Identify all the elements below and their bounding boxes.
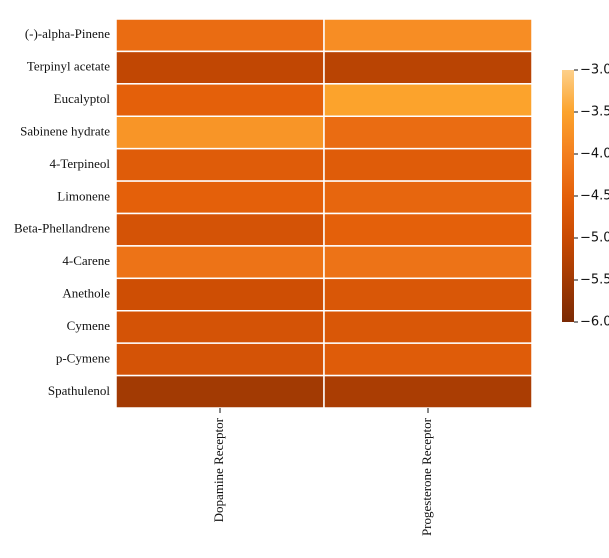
heatmap-cell <box>115 83 325 118</box>
row-label: Cymene <box>67 318 111 333</box>
row-label: p-Cymene <box>56 350 110 365</box>
colorbar-tick-label: −3.0 <box>580 63 609 78</box>
heatmap-cell <box>115 212 325 247</box>
heatmap-cell <box>323 83 533 118</box>
heatmap-cell <box>115 342 325 377</box>
colorbar-tick-label: −4.5 <box>580 189 609 204</box>
heatmap-cell <box>115 277 325 312</box>
heatmap-cell <box>115 18 325 53</box>
heatmap-cell <box>115 115 325 150</box>
row-label: (-)-alpha-Pinene <box>25 26 110 41</box>
row-label: Limonene <box>57 188 110 203</box>
colorbar-tick-label: −5.0 <box>580 231 609 246</box>
heatmap-cell <box>323 277 533 312</box>
heatmap-cell <box>323 50 533 85</box>
heatmap-cell <box>323 18 533 53</box>
heatmap-cell <box>323 310 533 344</box>
column-label: Dopamine Receptor <box>211 417 226 522</box>
row-label: Eucalyptol <box>54 91 111 106</box>
heatmap-cell <box>323 115 533 150</box>
colorbar-tick-label: −5.5 <box>580 273 609 288</box>
row-label: 4-Carene <box>62 253 110 268</box>
heatmap-cell <box>323 212 533 247</box>
row-label: Spathulenol <box>48 383 110 398</box>
colorbar <box>562 70 574 322</box>
heatmap-cell <box>323 147 533 182</box>
heatmap-cell <box>323 342 533 377</box>
heatmap-cell <box>115 180 325 215</box>
row-label: Sabinene hydrate <box>20 123 110 138</box>
heatmap-cell <box>323 180 533 215</box>
heatmap-cell <box>115 50 325 85</box>
heatmap-cell <box>323 374 533 409</box>
row-label: Terpinyl acetate <box>27 59 110 74</box>
colorbar-tick-label: −4.0 <box>580 147 609 162</box>
colorbar-tick-label: −3.5 <box>580 105 609 120</box>
heatmap-cell <box>115 374 325 409</box>
heatmap-cell <box>323 245 533 280</box>
column-label: Progesterone Receptor <box>419 417 434 536</box>
heatmap-cell <box>115 245 325 280</box>
row-label: Beta-Phellandrene <box>14 221 110 236</box>
colorbar-tick-label: −6.0 <box>580 315 609 330</box>
heatmap-cell <box>115 147 325 182</box>
row-label: Anethole <box>62 286 110 301</box>
row-label: 4-Terpineol <box>50 156 111 171</box>
heatmap-cell <box>115 310 325 344</box>
